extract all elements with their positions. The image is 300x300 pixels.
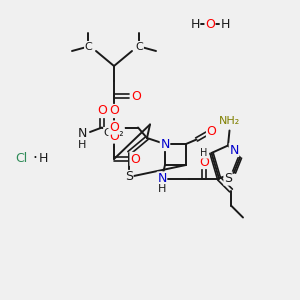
Text: NH₂: NH₂ — [219, 116, 240, 126]
Text: N: N — [229, 143, 239, 157]
Text: CH₂: CH₂ — [104, 128, 124, 137]
Text: C: C — [136, 41, 143, 52]
Text: O: O — [207, 125, 216, 139]
Text: H: H — [190, 17, 200, 31]
Text: O: O — [109, 104, 119, 118]
Text: N: N — [160, 137, 170, 151]
Text: O: O — [97, 104, 107, 118]
Text: O: O — [205, 17, 215, 31]
Text: O: O — [132, 89, 141, 103]
Text: N: N — [78, 127, 87, 140]
Text: H: H — [158, 184, 166, 194]
Text: H: H — [39, 152, 48, 166]
Text: H: H — [78, 140, 87, 149]
Text: H: H — [220, 17, 230, 31]
Text: N: N — [157, 172, 167, 185]
Text: S: S — [224, 172, 232, 185]
Text: C: C — [85, 41, 92, 52]
Text: H: H — [200, 148, 208, 158]
Text: O: O — [130, 152, 140, 166]
Text: O: O — [109, 121, 119, 134]
Text: O: O — [199, 155, 209, 169]
Text: O: O — [109, 130, 119, 143]
Text: Cl: Cl — [15, 152, 27, 166]
Text: S: S — [125, 170, 133, 184]
Text: ·: · — [32, 152, 37, 166]
